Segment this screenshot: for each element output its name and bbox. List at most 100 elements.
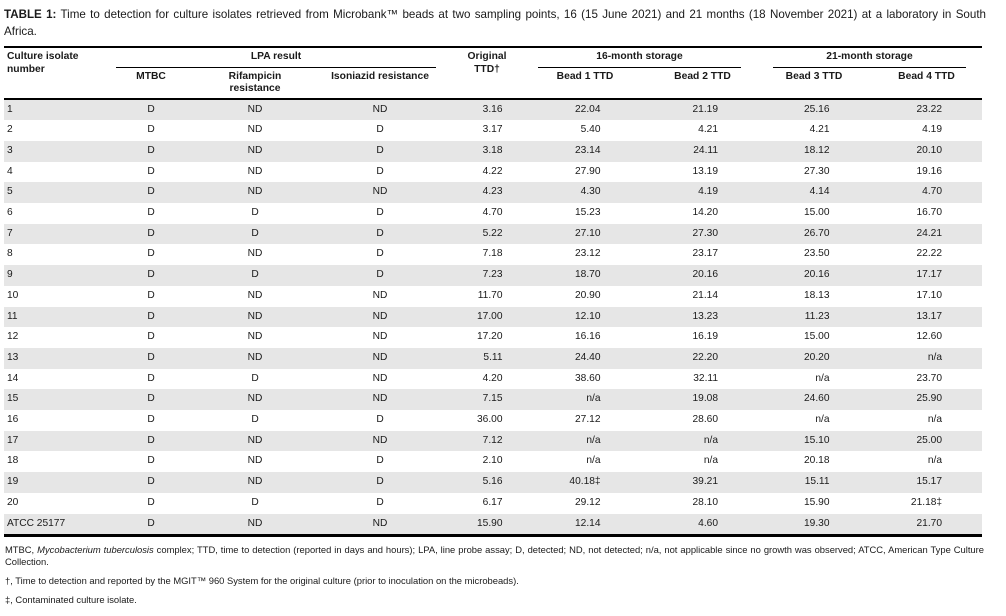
cell-original-ttd: 3.18 <box>452 141 522 162</box>
cell-mtbc-result: D <box>147 124 155 136</box>
cell-bead3-ttd: 15.00 <box>757 327 871 348</box>
header-line: TTD† <box>474 63 500 75</box>
cell-bead1-ttd: 16.16 <box>522 327 648 348</box>
cell-bead1-ttd: n/a <box>522 431 648 452</box>
cell-isoniazid-result: ND <box>372 186 388 198</box>
header-line: Culture isolate <box>7 51 79 62</box>
cell-isolate-number: 17 <box>7 434 19 446</box>
cell-value: 15.11 <box>804 476 830 488</box>
cell-isoniazid-result: ND <box>372 103 388 115</box>
cell-bead3-ttd: 4.14 <box>757 182 871 203</box>
cell-isolate-number: 8 <box>7 248 13 260</box>
cell-isoniazid-result: D <box>376 227 384 239</box>
cell-bead2-ttd: n/a <box>648 431 757 452</box>
cell-bead3-ttd: 20.18 <box>757 451 871 472</box>
cell-value: 32.11 <box>693 372 718 384</box>
cell-isolate-number: ATCC 25177 <box>4 513 100 538</box>
cell-isoniazid-result: ND <box>372 289 388 301</box>
cell-rifampicin-result: ND <box>247 434 263 446</box>
cell-bead4-ttd: 19.16 <box>871 162 982 183</box>
cell-value: n/a <box>586 434 601 446</box>
cell-bead3-ttd: 24.60 <box>757 389 871 410</box>
cell-rifampicin-result: ND <box>202 513 308 538</box>
cell-mtbc-result: D <box>147 434 155 446</box>
cell-value: 17.17 <box>916 269 943 281</box>
cell-value: 4.21 <box>809 124 830 136</box>
cell-isolate-number: 7 <box>7 227 13 239</box>
cell-bead1-ttd: 15.23 <box>522 203 648 224</box>
cell-isolate-number: 15 <box>7 393 19 405</box>
cell-value: 40.18‡ <box>569 476 601 488</box>
table-row: 13 D ND ND 5.11 24.40 22.20 20.20 n/a <box>4 347 982 369</box>
cell-bead4-ttd: n/a <box>871 451 982 472</box>
cell-rifampicin-result: D <box>251 207 259 219</box>
cell-mtbc-result: D <box>147 372 155 384</box>
header-line: number <box>7 63 45 75</box>
cell-bead3-ttd: 26.70 <box>757 224 871 245</box>
cell-bead3-ttd: 4.21 <box>757 120 871 141</box>
cell-value: 12.10 <box>575 310 601 322</box>
cell-value: n/a <box>586 393 601 405</box>
cell-value: n/a <box>927 414 942 426</box>
cell-value: 12.60 <box>916 331 943 343</box>
cell-value: 39.21 <box>692 476 719 488</box>
cell-isoniazid-result: ND <box>372 434 388 446</box>
table-row: 6 D D D 4.70 15.23 14.20 15.00 16.70 <box>4 203 982 224</box>
cell-bead1-ttd: 29.12 <box>522 493 648 514</box>
cell-value: 20.16 <box>804 269 830 281</box>
cell-value: 4.60 <box>698 517 718 529</box>
cell-bead3-ttd: n/a <box>757 369 871 390</box>
cell-bead1-ttd: n/a <box>522 451 648 472</box>
cell-value: 14.20 <box>692 207 719 219</box>
cell-value: n/a <box>586 455 601 467</box>
cell-value: 17.10 <box>916 289 943 301</box>
cell-bead1-ttd: 23.14 <box>522 141 648 162</box>
cell-value: 26.70 <box>804 227 830 239</box>
group-header-lpa-result: LPA result <box>100 47 452 68</box>
cell-value: n/a <box>815 372 830 384</box>
table-body: 1 D ND ND 3.16 22.04 21.19 25.16 23.22 2… <box>4 98 982 538</box>
cell-bead2-ttd: 32.11 <box>648 369 757 390</box>
cell-value: n/a <box>703 455 718 467</box>
cell-original-ttd: 17.20 <box>452 327 522 348</box>
cell-value: 18.70 <box>575 269 601 281</box>
cell-value: 36.00 <box>477 414 503 426</box>
column-header-isoniazid-resistance: Isoniazid resistance <box>308 67 452 100</box>
cell-value: 7.18 <box>482 248 503 260</box>
table-row: ATCC 25177 D ND ND 15.90 12.14 4.60 19.3… <box>4 513 982 538</box>
cell-isolate-number: 9 <box>7 269 13 281</box>
group-header-16-month-storage: 16-month storage <box>522 47 757 68</box>
cell-bead2-ttd: 24.11 <box>648 141 757 162</box>
cell-value: 20.10 <box>916 144 943 156</box>
cell-value: n/a <box>703 434 718 446</box>
data-table: Culture isolate number LPA result Origin… <box>4 46 982 538</box>
cell-bead1-ttd: 27.10 <box>522 224 648 245</box>
cell-mtbc-result: D <box>147 103 155 115</box>
table-row: 20 D D D 6.17 29.12 28.10 15.90 21.18‡ <box>4 493 982 514</box>
cell-bead3-ttd: 20.16 <box>757 265 871 286</box>
footnote-double-dagger: ‡, Contaminated culture isolate. <box>5 593 137 605</box>
cell-isolate-number: 12 <box>7 331 19 343</box>
cell-bead3-ttd: 15.90 <box>757 493 871 514</box>
cell-isoniazid-result: D <box>376 455 384 467</box>
cell-value: 5.22 <box>482 227 503 239</box>
cell-rifampicin-result: ND <box>247 103 263 115</box>
cell-rifampicin-result: ND <box>247 331 263 343</box>
cell-value: 4.22 <box>482 165 503 177</box>
table-row: 9 D D D 7.23 18.70 20.16 20.16 17.17 <box>4 265 982 286</box>
cell-value: 15.00 <box>804 207 830 219</box>
cell-bead1-ttd: 22.04 <box>522 99 648 121</box>
cell-value: n/a <box>815 414 830 426</box>
cell-value: 22.22 <box>916 248 943 260</box>
cell-value: 38.60 <box>575 372 601 384</box>
table-row: 18 D ND D 2.10 n/a n/a 20.18 n/a <box>4 451 982 472</box>
table-row: 8 D ND D 7.18 23.12 23.17 23.50 22.22 <box>4 244 982 265</box>
cell-value: 20.16 <box>692 269 719 281</box>
cell-original-ttd: 7.12 <box>452 431 522 452</box>
cell-value: 21.70 <box>916 517 943 529</box>
cell-value: 22.04 <box>575 103 601 115</box>
cell-mtbc-result: D <box>147 248 155 260</box>
table-row: 11 D ND ND 17.00 12.10 13.23 11.23 13.17 <box>4 306 982 328</box>
cell-isoniazid-result: ND <box>372 331 388 343</box>
cell-bead1-ttd: 12.14 <box>522 513 648 538</box>
